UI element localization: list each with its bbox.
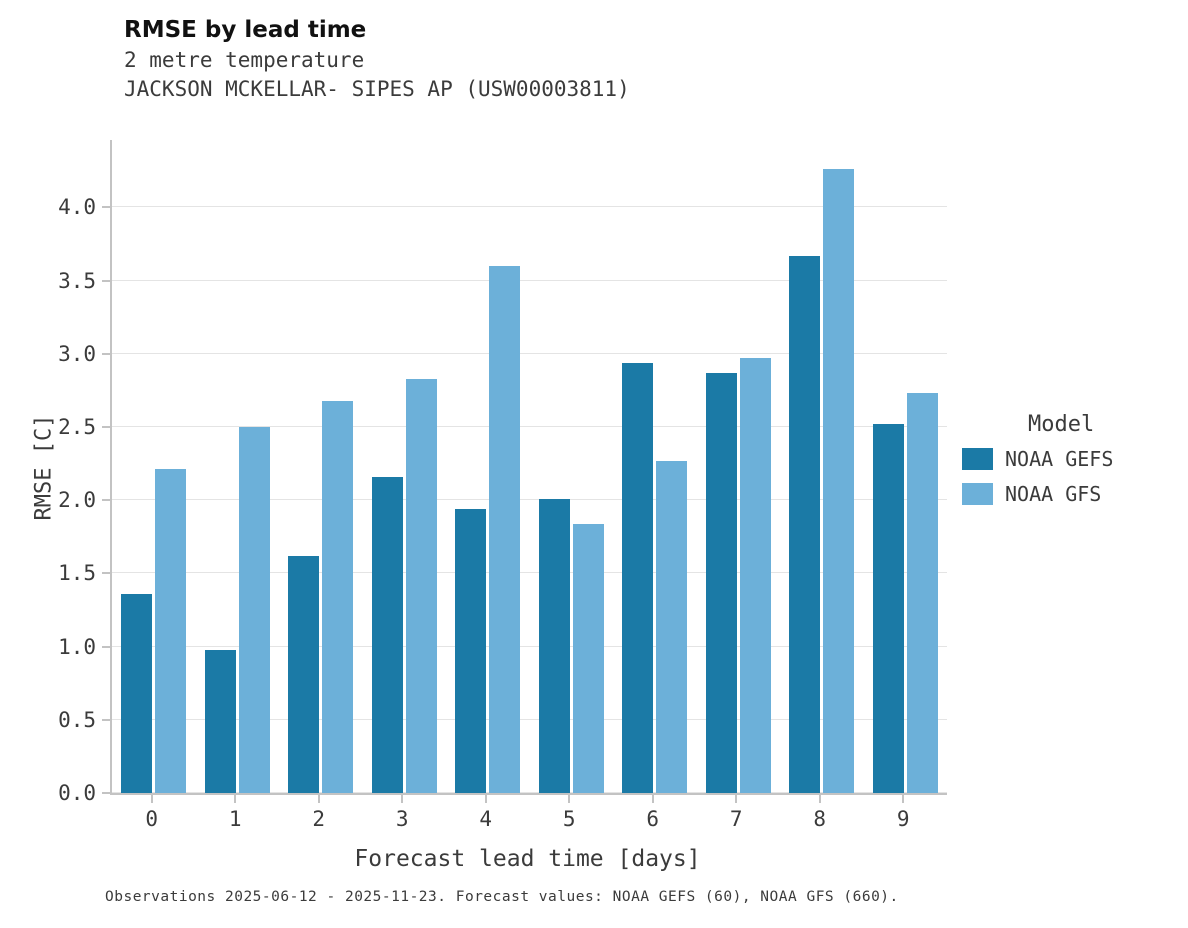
y-tick-label: 1.0 [58, 634, 96, 659]
bar-group-lead-2 [279, 140, 363, 793]
y-tick-label: 0.5 [58, 707, 96, 732]
bar-noaa-gefs-lead-9 [872, 424, 904, 793]
bar-noaa-gefs-lead-1 [204, 649, 236, 793]
legend-title: Model [1028, 412, 1095, 437]
bar-noaa-gfs-lead-1 [238, 426, 270, 793]
x-tick-label: 7 [729, 807, 743, 831]
gridline [112, 499, 947, 501]
bar-group-lead-6 [613, 140, 697, 793]
y-tick-mark [102, 645, 110, 648]
plot-area [110, 140, 947, 795]
x-tick-label: 2 [312, 807, 326, 831]
y-tick-mark [102, 206, 110, 209]
bar-noaa-gefs-lead-4 [455, 508, 487, 793]
y-tick-mark [102, 425, 110, 428]
x-tick-mark [317, 795, 320, 803]
gridline [112, 425, 947, 427]
bar-noaa-gefs-lead-0 [121, 593, 153, 793]
legend-item-noaa-gfs: NOAA GFS [962, 482, 1182, 506]
bar-group-lead-3 [363, 140, 447, 793]
bar-group-lead-5 [530, 140, 614, 793]
bar-noaa-gefs-lead-8 [789, 255, 821, 793]
footnote: Observations 2025-06-12 - 2025-11-23. Fo… [105, 889, 899, 905]
bar-noaa-gfs-lead-8 [823, 169, 855, 793]
gridline [112, 352, 947, 354]
y-tick-mark [102, 792, 110, 794]
bar-noaa-gfs-lead-3 [405, 378, 437, 793]
x-tick-mark [150, 795, 153, 803]
chart-title: RMSE by lead time [124, 17, 367, 43]
y-tick-mark [102, 499, 110, 502]
x-tick-label: 6 [646, 807, 660, 831]
legend-swatch-icon [962, 448, 993, 470]
gridline [112, 792, 947, 793]
y-tick-label: 3.0 [58, 341, 96, 366]
bar-noaa-gfs-lead-6 [656, 460, 688, 793]
x-axis-label: Forecast lead time [days] [354, 846, 701, 872]
gridline [112, 718, 947, 720]
chart-subtitle-variable: 2 metre temperature [124, 47, 365, 72]
x-tick-mark [484, 795, 487, 803]
legend-items: NOAA GEFS NOAA GFS [962, 447, 1182, 506]
legend-label: NOAA GEFS [1005, 447, 1114, 471]
legend: Model NOAA GEFS NOAA GFS [962, 412, 1182, 517]
y-tick-label: 2.5 [58, 414, 96, 439]
bar-series-container [112, 140, 947, 793]
x-tick-mark [735, 795, 738, 803]
x-tick-mark [902, 795, 905, 803]
bar-noaa-gfs-lead-5 [572, 523, 604, 793]
x-tick-label: 4 [479, 807, 493, 831]
bar-group-lead-0 [112, 140, 196, 793]
y-tick-label: 2.0 [58, 488, 96, 513]
y-axis-label: RMSE [C] [31, 414, 57, 521]
bar-noaa-gfs-lead-4 [489, 265, 521, 793]
x-tick-label: 8 [813, 807, 827, 831]
legend-item-noaa-gefs: NOAA GEFS [962, 447, 1182, 471]
bar-noaa-gfs-lead-7 [739, 358, 771, 793]
y-tick-label: 1.5 [58, 561, 96, 586]
y-tick-mark [102, 352, 110, 355]
legend-label: NOAA GFS [1005, 482, 1102, 506]
bar-noaa-gfs-lead-2 [322, 400, 354, 793]
gridline [112, 279, 947, 281]
gridline [112, 645, 947, 647]
bar-group-lead-1 [196, 140, 280, 793]
bar-noaa-gefs-lead-2 [288, 555, 320, 793]
x-tick-label: 3 [395, 807, 409, 831]
chart-subtitle-station: JACKSON MCKELLAR- SIPES AP (USW00003811) [124, 76, 630, 101]
bar-noaa-gefs-lead-5 [538, 498, 570, 793]
x-tick-mark [651, 795, 654, 803]
bar-noaa-gefs-lead-3 [371, 476, 403, 793]
x-tick-label: 5 [562, 807, 576, 831]
bar-noaa-gfs-lead-9 [906, 393, 938, 793]
bar-group-lead-7 [697, 140, 781, 793]
gridline [112, 572, 947, 574]
bar-noaa-gefs-lead-6 [622, 362, 654, 793]
y-tick-mark [102, 572, 110, 575]
legend-swatch-icon [962, 483, 993, 505]
x-tick-mark [401, 795, 404, 803]
x-tick-label: 1 [228, 807, 242, 831]
bar-group-lead-4 [446, 140, 530, 793]
bar-group-lead-9 [864, 140, 948, 793]
bar-noaa-gefs-lead-7 [705, 372, 737, 793]
gridline [112, 206, 947, 208]
x-tick-mark [568, 795, 571, 803]
y-tick-label: 0.0 [58, 781, 96, 805]
y-tick-label: 3.5 [58, 268, 96, 293]
y-tick-mark [102, 279, 110, 282]
x-tick-label: 9 [896, 807, 910, 831]
chart-header: RMSE by lead time 2 metre temperature JA… [124, 16, 630, 104]
y-tick-mark [102, 718, 110, 721]
bar-group-lead-8 [780, 140, 864, 793]
x-tick-label: 0 [145, 807, 159, 831]
y-tick-label: 4.0 [58, 195, 96, 220]
bar-noaa-gfs-lead-0 [155, 469, 187, 793]
x-tick-mark [234, 795, 237, 803]
x-tick-mark [818, 795, 821, 803]
